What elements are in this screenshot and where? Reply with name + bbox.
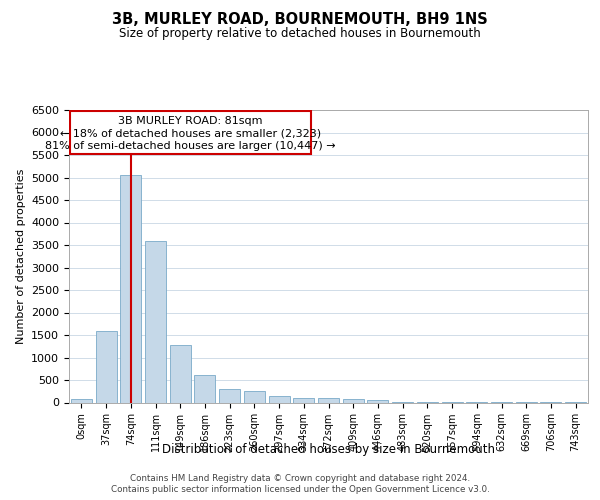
Bar: [269, 396, 290, 402]
Bar: [145, 240, 166, 402]
Text: Size of property relative to detached houses in Bournemouth: Size of property relative to detached ho…: [119, 26, 481, 40]
Bar: [95, 330, 116, 402]
Text: Contains public sector information licensed under the Open Government Licence v3: Contains public sector information licen…: [110, 485, 490, 494]
Bar: [219, 390, 240, 402]
Bar: [367, 400, 388, 402]
Bar: [120, 176, 141, 402]
Bar: [244, 391, 265, 402]
FancyBboxPatch shape: [70, 111, 311, 154]
Text: Distribution of detached houses by size in Bournemouth: Distribution of detached houses by size …: [162, 442, 496, 456]
Text: 3B MURLEY ROAD: 81sqm: 3B MURLEY ROAD: 81sqm: [118, 116, 263, 126]
Y-axis label: Number of detached properties: Number of detached properties: [16, 168, 26, 344]
Bar: [194, 375, 215, 402]
Text: 3B, MURLEY ROAD, BOURNEMOUTH, BH9 1NS: 3B, MURLEY ROAD, BOURNEMOUTH, BH9 1NS: [112, 12, 488, 28]
Text: ← 18% of detached houses are smaller (2,323): ← 18% of detached houses are smaller (2,…: [60, 129, 321, 139]
Text: Contains HM Land Registry data © Crown copyright and database right 2024.: Contains HM Land Registry data © Crown c…: [130, 474, 470, 483]
Bar: [71, 399, 92, 402]
Bar: [293, 398, 314, 402]
Bar: [343, 400, 364, 402]
Bar: [318, 398, 339, 402]
Bar: [170, 345, 191, 403]
Text: 81% of semi-detached houses are larger (10,447) →: 81% of semi-detached houses are larger (…: [46, 141, 336, 151]
